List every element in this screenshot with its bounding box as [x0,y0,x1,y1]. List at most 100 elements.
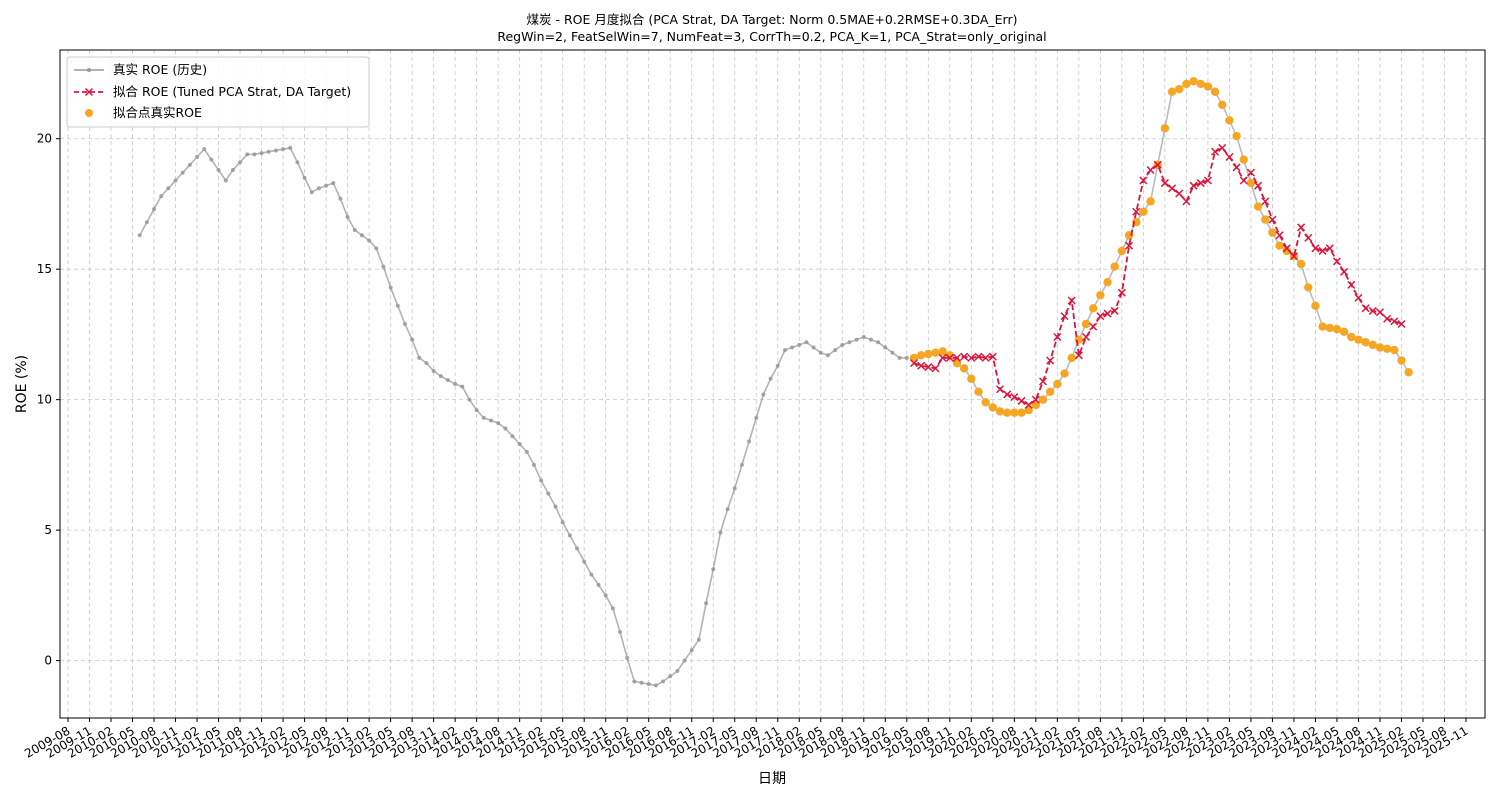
history-point [195,154,200,159]
history-point [840,342,845,347]
fit-actual-point [1038,395,1048,404]
fitted-point [1297,223,1306,232]
history-point [868,337,873,342]
fit-actual-point [1375,343,1385,352]
history-point [560,520,565,525]
fit-actual-point [967,374,976,383]
fitted-point [988,352,997,361]
legend: 真实 ROE (历史) 拟合 ROE (Tuned PCA Strat, DA … [66,56,370,128]
history-point [689,648,694,653]
history-point [374,246,379,251]
fit-actual-point [1325,323,1334,333]
history-point [445,378,450,383]
fit-actual-point [1210,87,1220,96]
y-tick-label: 15 [37,262,52,276]
history-point [453,382,458,386]
fitted-point [1282,244,1291,253]
fit-actual-point [1361,338,1370,347]
fitted-point [1046,356,1055,365]
fitted-point [1304,233,1313,242]
fit-actual-point [1275,241,1284,250]
history-point [553,504,558,509]
fit-actual-point [1339,327,1349,337]
history-point [682,658,687,663]
history-point [546,491,551,496]
fit-actual-point [1096,291,1105,300]
legend-entry-fit-points: 拟合点真实ROE [85,105,202,120]
fitted-point [1132,207,1141,216]
fitted-point [1196,179,1205,188]
y-tick-label: 10 [37,393,52,407]
fitted-point [1003,390,1012,399]
fitted-point [967,353,976,362]
history-point [883,345,888,350]
fitted-line [913,146,1402,406]
history-point [897,355,902,360]
history-point [768,376,773,381]
fitted-point [1311,244,1320,253]
legend-label-fitted: 拟合 ROE (Tuned PCA Strat, DA Target) [113,84,351,99]
chart-subtitle: RegWin=2, FeatSelWin=7, NumFeat=3, CorrT… [497,29,1046,44]
history-point [632,679,637,684]
fitted-point [1390,317,1399,326]
fitted-point [1110,306,1119,315]
fitted-point [1275,231,1284,240]
legend-entry-fitted: 拟合 ROE (Tuned PCA Strat, DA Target) [74,84,351,99]
fit-actual-point [995,407,1005,416]
history-point [589,572,594,577]
history-point [431,368,436,373]
fitted-point [909,359,918,368]
history-point [352,228,357,233]
fit-actual-point [1261,215,1270,224]
history-point [381,264,386,269]
fit-actual-point [1081,319,1091,329]
fit-actual-point [916,351,926,360]
history-point [833,348,838,353]
fitted-point [1060,312,1069,321]
fit-actual-point [1067,353,1076,363]
history-point [517,442,522,447]
history-point [661,679,666,684]
fitted-point [1397,319,1406,329]
y-tick-label: 5 [44,523,52,537]
legend-entry-history: 真实 ROE (历史) [74,62,207,77]
fitted-point [1261,197,1270,206]
history-point [854,337,859,342]
series-layer [137,77,1413,688]
fit-actual-point [1311,301,1320,310]
history-point [202,147,207,152]
y-tick-label: 20 [37,132,52,146]
history-point [410,337,415,342]
history-point [395,303,400,308]
history-point [582,559,587,564]
history-point [324,183,329,188]
history-point [209,157,214,162]
fit-actual-point [1232,131,1241,141]
fit-actual-point [1397,356,1406,365]
fitted-point [1125,241,1134,250]
fitted-point [945,353,954,362]
fit-actual-point [1189,77,1198,86]
fit-actual-line [913,80,1410,414]
y-tick-label: 0 [44,654,52,668]
history-point [238,160,243,165]
history-point [402,321,407,326]
fit-actual-point [1404,368,1413,377]
grid [60,50,1485,718]
legend-label-history: 真实 ROE (历史) [113,62,207,77]
fit-actual-point [1282,246,1291,256]
fit-actual-point [1304,283,1313,292]
history-point [417,355,422,360]
history-point [818,350,823,355]
fit-actual-point [1225,116,1234,125]
history-point [775,363,780,368]
fit-actual-point [1139,207,1148,216]
x-axis-label: 日期 [758,771,786,787]
fit-actual-point [1045,387,1055,397]
fit-actual-point [1332,325,1342,334]
history-point [668,674,673,679]
fitted-point [1246,168,1255,177]
history-point [847,340,852,345]
fitted-point [1053,333,1062,342]
history-point [302,175,307,180]
